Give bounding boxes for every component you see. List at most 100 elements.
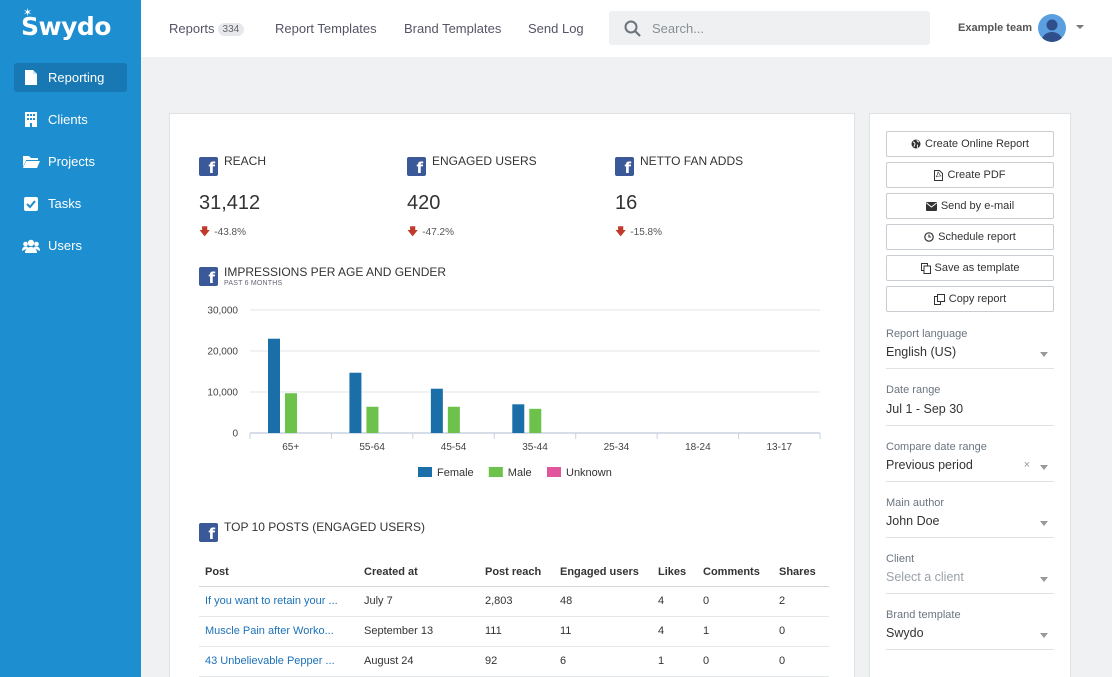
x-tick-label: 13-17 [766,442,792,453]
chevron-down-icon [1040,465,1048,470]
tab-brand-templates[interactable]: Brand Templates [404,21,502,36]
x-tick-label: 35-44 [522,442,548,453]
select-value: Swydo [886,626,924,640]
users-icon [14,239,48,253]
compare-date-range-select[interactable]: Previous period × [886,458,1054,482]
bar-male [366,406,379,433]
sidebar-item-tasks[interactable]: Tasks [14,189,127,218]
table-cell: 0 [773,646,829,677]
sidebar-item-clients[interactable]: Clients [14,105,127,134]
tab-send-log[interactable]: Send Log [528,21,584,36]
bar-female [512,404,525,433]
select-value: John Doe [886,514,940,528]
post-link[interactable]: 43 Unbelievable Pepper ... [199,646,358,677]
sidebar-item-label: Projects [48,154,95,169]
report-actions-panel: Create Online Report Create PDF Send by … [869,113,1071,677]
schedule-report-button[interactable]: Schedule report [886,224,1054,250]
column-header[interactable]: Comments [697,559,773,587]
bar-male [529,408,542,433]
chevron-down-icon [1040,521,1048,526]
table-cell: 1 [697,616,773,647]
chevron-down-icon [1040,577,1048,582]
envelope-icon [925,201,937,211]
table-cell: 4 [652,616,697,647]
y-tick-label: 10,000 [207,388,238,399]
brand-template-select[interactable]: Swydo [886,626,1054,650]
avatar[interactable] [1038,14,1066,42]
post-link[interactable]: If you want to retain your ... [199,586,358,617]
post-link[interactable]: Muscle Pain after Worko... [199,616,358,647]
table-cell: 2,803 [479,586,554,617]
clear-icon[interactable]: × [1023,459,1030,471]
metric-change-value: -47.2% [422,227,454,238]
column-header[interactable]: Post reach [479,559,554,587]
table-cell: August 24 [358,646,479,677]
table-header-row: Post Created at Post reach Engaged users… [199,559,829,587]
arrow-down-icon: 🡇 [199,226,211,238]
facebook-icon: f [407,157,426,176]
search-input[interactable] [652,20,902,36]
top-navigation: Reports 334 Report Templates Brand Templa… [141,0,1112,57]
button-label: Send by e-mail [940,200,1015,212]
facebook-icon: f [199,267,218,286]
facebook-icon: f [615,157,634,176]
client-select[interactable]: Select a client [886,570,1054,594]
app-logo[interactable]: ✶ Swydo [21,6,111,41]
legend-label: Female [437,467,474,479]
compare-date-range-label: Compare date range [886,441,987,453]
date-range-field[interactable]: Jul 1 - Sep 30 [886,402,1054,426]
metric-change: 🡇 -43.8% [199,223,246,242]
column-header[interactable]: Post [199,559,358,587]
table-row: Muscle Pain after Worko... September 13 … [199,616,829,647]
select-value: English (US) [886,345,957,359]
x-tick-label: 45-54 [441,442,467,453]
legend-swatch-male [488,467,503,477]
tab-label: Reports [169,21,215,36]
table-cell: July 7 [358,586,479,617]
y-tick-label: 20,000 [207,347,238,358]
clock-icon [924,232,934,242]
copy-icon [920,262,931,274]
sidebar-item-projects[interactable]: Projects [14,147,127,176]
sidebar-item-label: Reporting [48,70,105,85]
sidebar-item-reporting[interactable]: Reporting [14,63,127,92]
metric-title: ENGAGED USERS [432,154,537,168]
metric-change: 🡇 -15.8% [615,223,662,242]
sidebar-item-label: Tasks [48,196,82,211]
search-box[interactable] [609,11,930,45]
button-label: Save as template [934,262,1020,274]
table-cell: 6 [554,646,652,677]
facebook-icon: f [199,157,218,176]
chevron-down-icon[interactable] [1076,24,1084,30]
team-name[interactable]: Example team [958,22,1032,34]
create-online-report-button[interactable]: Create Online Report [886,131,1054,157]
brand-template-label: Brand template [886,609,961,621]
save-as-template-button[interactable]: Save as template [886,255,1054,281]
column-header[interactable]: Created at [358,559,479,587]
client-label: Client [886,553,915,565]
main-author-select[interactable]: John Doe [886,514,1054,538]
send-by-email-button[interactable]: Send by e-mail [886,193,1054,219]
tab-report-templates[interactable]: Report Templates [275,21,377,36]
field-value: Jul 1 - Sep 30 [886,402,964,416]
tab-reports[interactable]: Reports 334 [169,21,245,36]
posts-title: TOP 10 POSTS (ENGAGED USERS) [224,520,425,534]
column-header[interactable]: Shares [773,559,829,587]
select-placeholder: Select a client [886,570,964,584]
sidebar-item-users[interactable]: Users [14,231,127,260]
bar-female [268,338,280,433]
main-author-label: Main author [886,497,945,509]
table-cell: 11 [554,616,652,647]
reports-count-badge: 334 [217,23,245,36]
bar-female [430,388,443,433]
legend-label: Male [508,467,532,479]
button-label: Create Online Report [925,138,1029,150]
bar-female [349,372,362,433]
report-language-select[interactable]: English (US) [886,345,1054,369]
duplicate-icon [933,293,945,305]
copy-report-button[interactable]: Copy report [886,286,1054,312]
table-cell: 92 [479,646,554,677]
column-header[interactable]: Likes [652,559,697,587]
create-pdf-button[interactable]: Create PDF [886,162,1054,188]
column-header[interactable]: Engaged users [554,559,652,587]
